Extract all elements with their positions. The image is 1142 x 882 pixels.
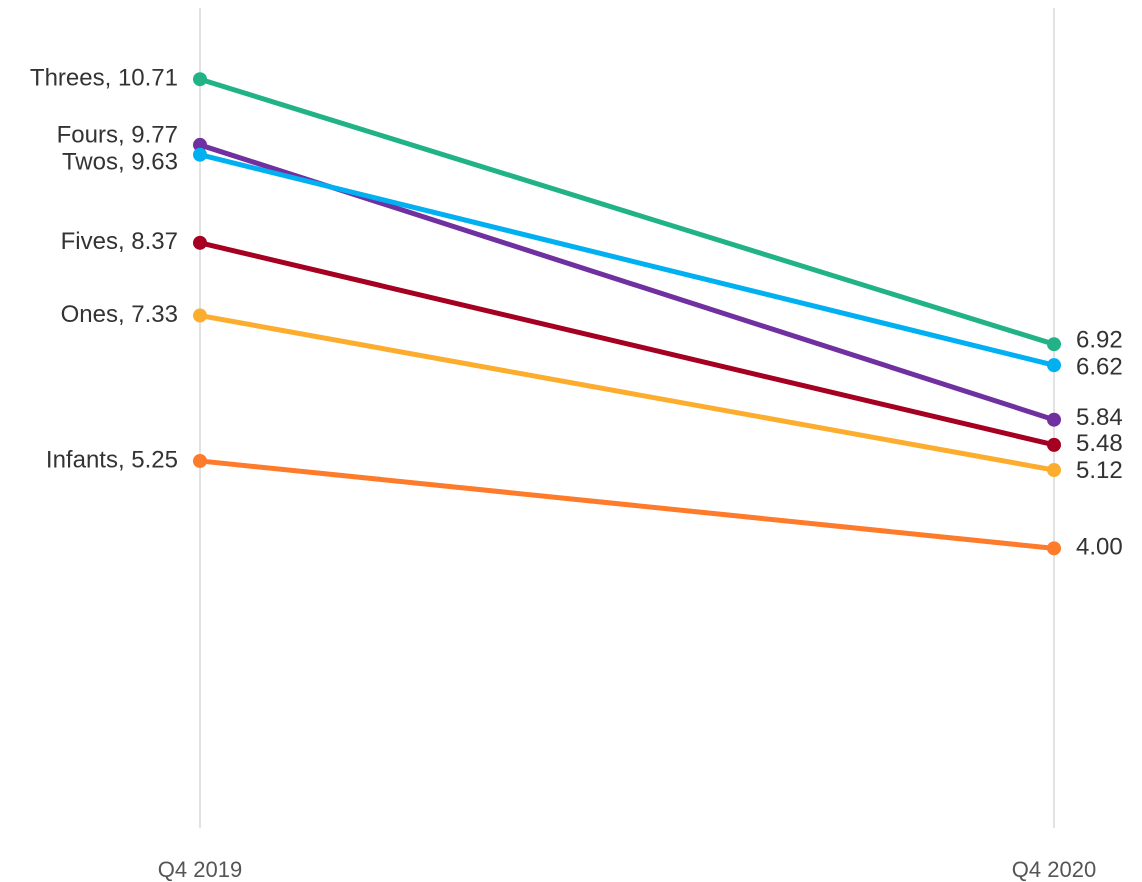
data-label: Twos, 9.63 — [62, 149, 178, 176]
data-label: 5.84 — [1076, 404, 1123, 431]
series: Fives — [193, 235, 1061, 452]
data-label: Threes, 10.71 — [30, 65, 178, 92]
point — [1047, 437, 1061, 452]
line — [199, 76, 1055, 347]
data-label: 6.62 — [1076, 354, 1123, 381]
point — [1047, 463, 1061, 478]
x-tick-label: Q4 2020 — [1012, 857, 1096, 882]
data-label: Infants, 5.25 — [46, 446, 178, 473]
series: Infants — [193, 453, 1061, 556]
data-label: Fives, 8.37 — [61, 228, 178, 255]
data-label: 6.92 — [1076, 327, 1123, 354]
data-label: 5.12 — [1076, 457, 1123, 484]
series: Fours — [193, 137, 1061, 427]
line — [199, 240, 1055, 448]
line — [199, 313, 1055, 473]
point — [1047, 541, 1061, 556]
data-label: 5.48 — [1076, 430, 1123, 457]
point — [1047, 337, 1061, 352]
data-label: 4.00 — [1076, 534, 1123, 561]
x-tick-label: Q4 2019 — [158, 857, 242, 882]
series: Threes — [193, 72, 1061, 352]
point — [193, 147, 207, 162]
point — [1047, 358, 1061, 373]
line — [199, 152, 1055, 368]
point — [193, 72, 207, 87]
point — [1047, 412, 1061, 427]
point — [193, 453, 207, 468]
data-label: Fours, 9.77 — [57, 122, 178, 149]
data-label: Ones, 7.33 — [61, 301, 178, 328]
series: Twos — [193, 147, 1061, 373]
point — [193, 308, 207, 323]
series: Ones — [193, 308, 1061, 478]
point — [193, 235, 207, 250]
point — [193, 137, 207, 152]
line — [199, 458, 1055, 551]
